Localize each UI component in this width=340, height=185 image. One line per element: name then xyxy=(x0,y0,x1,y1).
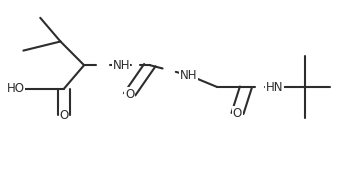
Text: NH: NH xyxy=(180,69,197,82)
Text: O: O xyxy=(125,88,134,101)
Text: HO: HO xyxy=(6,82,24,95)
Text: O: O xyxy=(59,109,68,122)
Text: NH: NH xyxy=(113,59,130,72)
Text: HN: HN xyxy=(266,80,283,94)
Text: O: O xyxy=(233,107,242,120)
